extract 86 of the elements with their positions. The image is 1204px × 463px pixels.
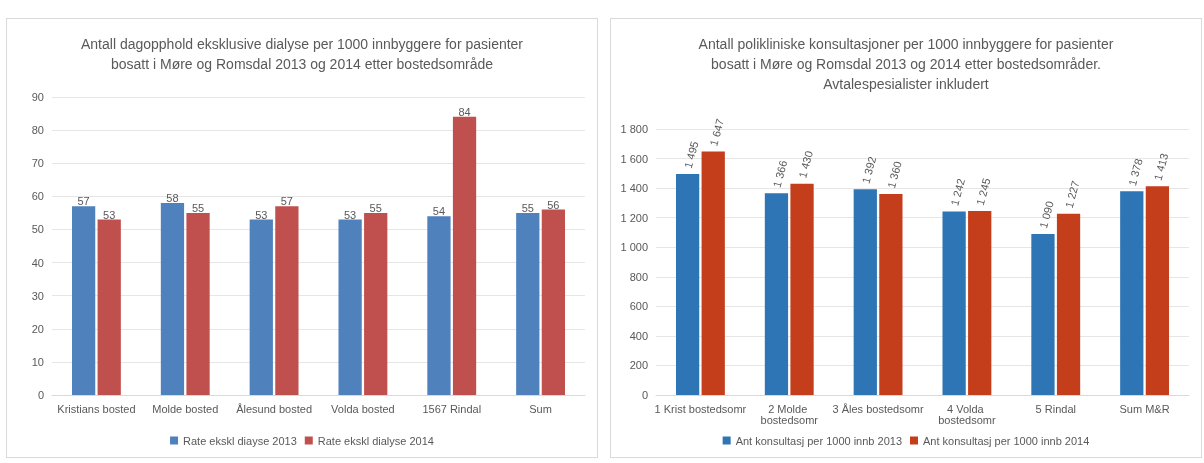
data-label: 1 378 [1125,157,1145,187]
data-label: 1 090 [1037,199,1056,230]
data-label: 53 [255,208,268,221]
data-label: 58 [166,191,179,204]
bar [879,194,903,395]
legend-label: Ant konsultasj per 1000 innb 2013 [735,434,902,447]
y-tick-label: 60 [31,190,44,203]
bar [249,219,273,395]
data-label: 56 [547,198,560,211]
bar [364,212,388,395]
y-tick-label: 600 [629,300,648,313]
bar [1145,186,1170,395]
y-tick-label: 20 [31,322,44,335]
y-tick-label: 1 200 [620,211,648,224]
x-tick-label: Kristians bosted [57,402,136,415]
data-label: 55 [521,201,534,214]
bar [338,219,362,395]
y-tick-label: 80 [31,124,44,137]
legend-label: Rate ekskl dialyse 2014 [317,434,434,447]
bar [942,211,966,395]
data-label: 57 [77,195,90,208]
data-label: 1 392 [859,155,879,185]
x-tick-label: 1 Krist bostedsomr [654,402,747,415]
x-tick-label: Volda bosted [331,402,395,415]
data-label: 1 495 [681,139,701,170]
data-label: 1 366 [770,158,790,189]
y-tick-label: 1 000 [620,241,648,254]
y-tick-label: 30 [31,289,44,302]
x-tick-label: 2 Molde bostedsomr [760,402,819,426]
data-label: 1 245 [973,176,993,207]
bar [71,206,96,395]
bar [1120,191,1144,395]
y-tick-label: 70 [31,157,44,170]
y-tick-label: 1 400 [620,182,648,195]
y-tick-label: 0 [37,389,44,401]
bar [701,151,725,395]
bar [452,116,477,395]
data-label: 53 [344,208,357,221]
y-tick-label: 1 800 [620,123,648,135]
bar [275,206,299,395]
bar [853,189,877,395]
x-tick-label: Sum [529,402,552,415]
y-tick-label: 800 [629,270,648,283]
bar [541,209,566,395]
data-label: 1 413 [1151,152,1171,182]
data-label: 1 647 [707,117,727,148]
bar [790,183,814,395]
legend-label: Ant konsultasj per 1000 innb 2014 [923,434,1090,447]
bar [160,202,185,395]
x-tick-label: Ålesund bosted [236,402,313,415]
y-tick-label: 10 [31,355,44,368]
x-tick-label: Sum M&R [1119,402,1170,415]
data-label: 55 [191,201,205,214]
x-tick-label: 4 Volda bostedsomr [938,402,996,426]
data-label: 57 [280,195,293,208]
bar [764,193,789,395]
data-label: 54 [432,205,446,218]
y-tick-label: 0 [641,389,648,401]
chart-title: Antall dagopphold eksklusive dialyse per 1000 innbyggere for pasienter bosatt i Møre og Romsdal 2013 og 2014 etter bostedsområde [80,36,524,72]
bar [675,174,700,395]
x-tick-label: 3 Åles bostedsomr [832,402,924,415]
data-label: 55 [369,201,382,214]
x-tick-label: 5 Rindal [1035,402,1076,415]
data-label: 84 [458,105,471,118]
y-tick-label: 1 600 [620,152,648,165]
data-label: 1 360 [885,159,904,190]
chart-title: Antall polikliniske konsultasjoner per 1000 innbyggere for pasienter bosatt i Møre og Romsdal 2013 og 2014 etter bostedsområder. Avtalespesialister inkludert [698,36,1114,92]
x-tick-label: 1567 Rindal [422,402,482,415]
bar [1031,233,1055,395]
bar [968,211,992,395]
bar [516,212,540,395]
y-tick-label: 50 [31,223,44,236]
bar [1056,213,1081,395]
bar [97,219,121,395]
data-label: 1 242 [948,177,968,208]
data-label: 1 227 [1062,179,1082,210]
y-tick-label: 200 [629,359,648,372]
bar [186,212,210,395]
data-label: 53 [103,208,116,221]
x-tick-label: Molde bosted [152,402,219,415]
legend-label: Rate ekskl diayse 2013 [183,434,297,447]
data-label: 1 430 [796,149,815,180]
bar [427,216,451,395]
y-tick-label: 90 [31,91,44,103]
y-tick-label: 40 [31,256,44,269]
y-tick-label: 400 [629,329,648,342]
